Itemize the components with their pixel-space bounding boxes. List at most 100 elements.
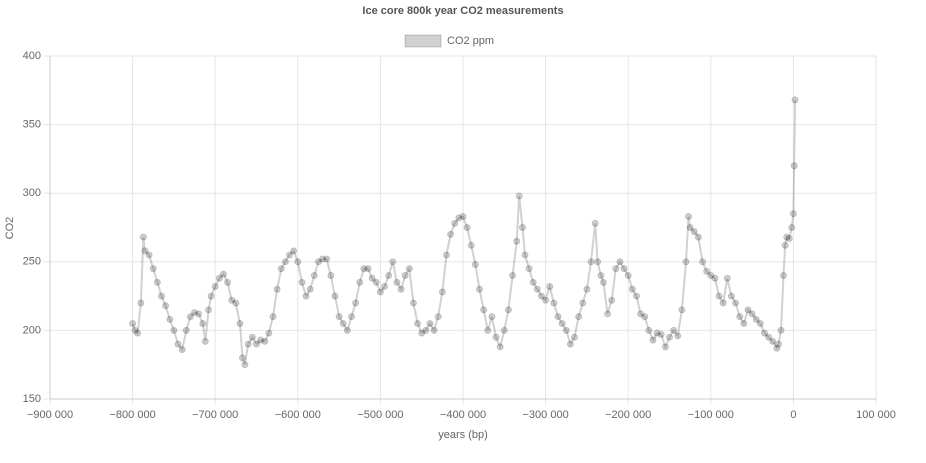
data-point [186, 313, 194, 321]
legend-label: CO2 ppm [447, 35, 494, 47]
data-point [686, 224, 694, 231]
data-point [397, 285, 405, 293]
data-point [518, 224, 526, 231]
data-point [521, 251, 529, 259]
data-point [744, 306, 752, 314]
y-tick-label: 150 [23, 393, 41, 405]
data-point [294, 258, 302, 266]
data-point [579, 299, 587, 307]
data-point [690, 228, 698, 236]
data-point [368, 274, 376, 282]
data-point [537, 292, 545, 300]
data-point [281, 258, 289, 266]
y-tick-label: 300 [23, 187, 41, 199]
data-point [430, 326, 438, 334]
data-point [504, 306, 512, 314]
data-point [166, 315, 174, 323]
data-point [496, 343, 504, 351]
data-point [760, 329, 768, 337]
data-point [211, 282, 219, 290]
data-point [463, 224, 471, 231]
data-point [241, 361, 249, 369]
data-point [253, 340, 260, 348]
x-tick-label: −300 000 [523, 409, 569, 421]
data-point [182, 326, 190, 334]
data-point [515, 192, 523, 200]
data-point [134, 329, 142, 337]
data-point [244, 340, 252, 348]
data-point [694, 233, 702, 241]
data-point [542, 296, 550, 304]
data-point [442, 251, 450, 259]
data-point [401, 272, 409, 280]
data-point [335, 313, 343, 321]
data-point [509, 272, 517, 280]
data-point [599, 278, 607, 286]
data-point [604, 310, 612, 318]
data-point [286, 251, 294, 259]
data-point [228, 296, 236, 304]
data-point [779, 272, 787, 280]
data-point [575, 313, 583, 321]
data-point [343, 326, 351, 334]
data-point [529, 278, 537, 286]
data-point [666, 333, 673, 341]
data-point [149, 265, 157, 273]
data-point [393, 278, 401, 286]
data-point [339, 320, 347, 328]
data-point [273, 285, 281, 293]
data-point [205, 306, 213, 314]
x-tick-label: −500 000 [357, 409, 403, 421]
data-point [649, 336, 657, 344]
data-point [290, 247, 298, 255]
data-point [558, 320, 566, 328]
data-point [645, 326, 653, 334]
data-point [500, 326, 508, 334]
data-point [158, 292, 166, 300]
data-point [376, 288, 384, 296]
data-point [620, 265, 628, 273]
chart-title: Ice core 800k year CO2 measurements [362, 5, 563, 17]
data-point [257, 336, 265, 344]
data-point [571, 333, 579, 341]
data-point [199, 320, 207, 328]
y-tick-label: 350 [23, 119, 41, 131]
data-point [488, 313, 496, 321]
data-point [467, 241, 475, 249]
data-point [277, 265, 285, 273]
x-tick-label: −100 000 [688, 409, 734, 421]
data-point [715, 292, 723, 300]
data-point [389, 258, 397, 266]
data-point [422, 326, 430, 334]
data-point [314, 258, 322, 266]
data-point [775, 340, 783, 348]
data-point [219, 270, 227, 278]
data-point [236, 320, 244, 328]
data-point [583, 285, 591, 293]
data-point [781, 241, 789, 249]
data-point [773, 344, 781, 352]
data-point [459, 213, 467, 221]
x-tick-label: 100 000 [856, 409, 896, 421]
data-point [628, 285, 636, 293]
x-tick-label: −400 000 [440, 409, 486, 421]
data-point [269, 313, 277, 321]
data-point [327, 272, 335, 280]
data-point [637, 310, 645, 318]
x-tick-label: −700 000 [192, 409, 238, 421]
data-point [232, 299, 240, 307]
data-point [765, 333, 773, 341]
data-point [331, 292, 339, 300]
data-point [550, 299, 558, 307]
data-point [719, 299, 727, 307]
data-point [594, 258, 602, 266]
data-point [653, 329, 661, 337]
data-point [597, 272, 605, 280]
data-point [455, 214, 463, 222]
data-point [678, 306, 686, 314]
data-point [215, 274, 223, 282]
data-point [418, 329, 426, 337]
data-point [790, 162, 798, 170]
data-point [711, 274, 719, 282]
data-point [533, 285, 541, 293]
